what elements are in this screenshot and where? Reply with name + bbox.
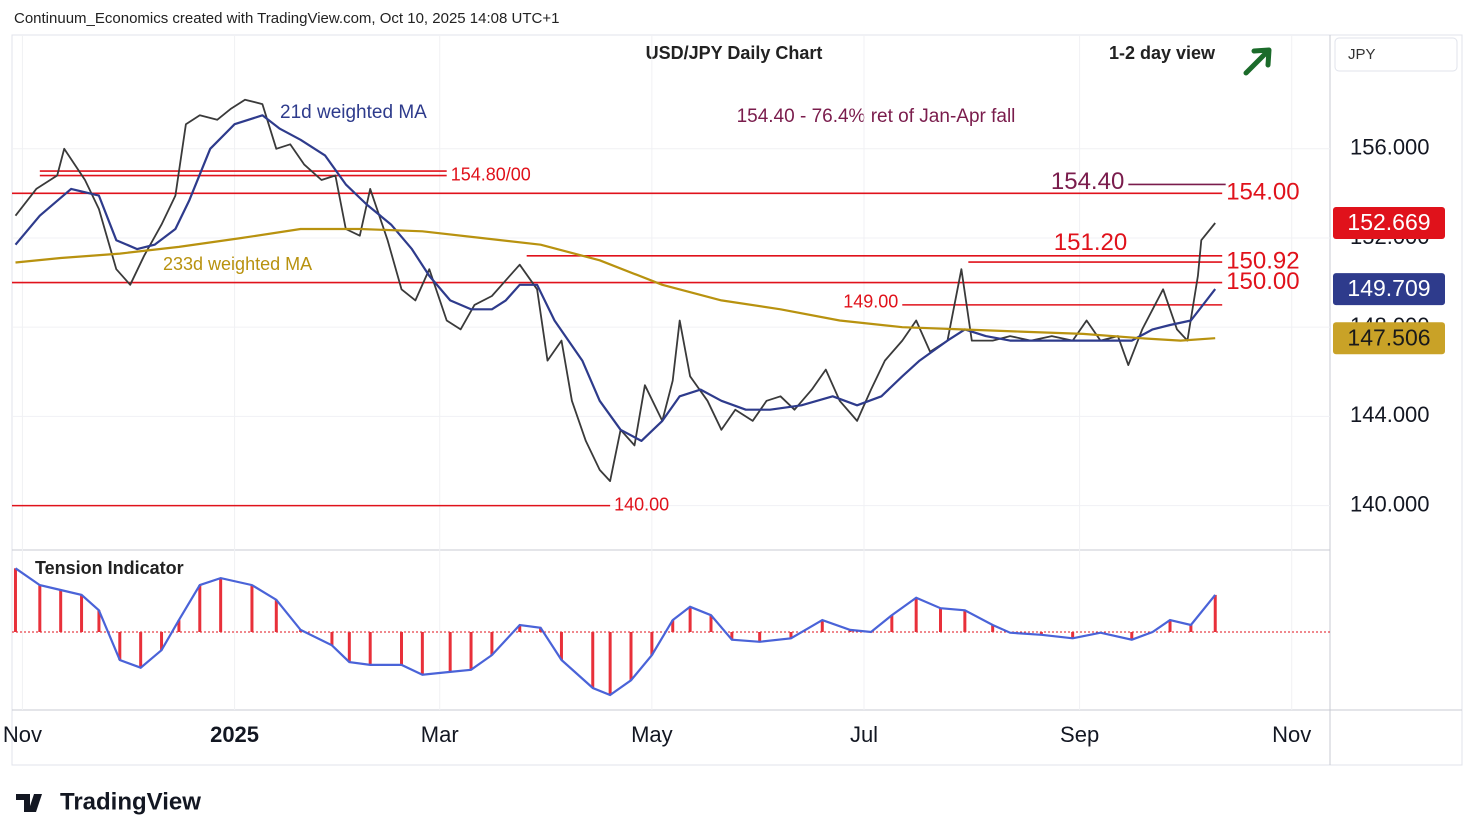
price-badge [1333,322,1445,355]
logo-mark [16,794,42,812]
price-badge-label: 149.709 [1347,275,1430,301]
y-tick-label: 140.000 [1350,491,1430,516]
price-badge-label: 147.506 [1347,324,1430,350]
series-line [14,114,1217,442]
level-label: 149.00 [843,292,898,312]
y-tick-label: 156.000 [1350,135,1430,160]
up-arrow [1243,47,1272,76]
price-badge-label: 152.669 [1347,209,1430,235]
price-badge [1333,273,1445,306]
header: Continuum_Economics created with Trading… [14,10,559,27]
indicator-line [14,567,1217,697]
level-label: 154.00 [1226,179,1299,206]
view-label: 1-2 day view [1109,43,1216,63]
frame [11,34,1463,766]
x-tick-label: May [631,722,673,747]
currency-box [1334,37,1458,72]
currency: JPY [1348,46,1376,63]
x-tick-label: Mar [421,722,459,747]
series-line [14,98,1216,482]
x-tick-label: Nov [1272,722,1311,747]
ma233-label: 233d weighted MA [163,254,312,274]
x-tick-label: 2025 [210,722,259,747]
level-label: 154.40 [1051,168,1124,195]
ma21-label: 21d weighted MA [280,102,427,123]
note: 154.40 - 76.4% ret of Jan-Apr fall [737,106,1016,127]
x-tick-label: Sep [1060,722,1099,747]
indicator-title: Tension Indicator [35,558,184,578]
x-tick-label: Nov [3,722,42,747]
logo: TradingView [16,788,201,815]
logo-text: TradingView [60,788,201,815]
level-label: 151.20 [1054,229,1127,256]
level-label: 150.00 [1226,268,1299,295]
level-label: 140.00 [614,494,669,514]
x-tick-label: Jul [850,722,878,747]
level-label: 150.92 [1226,247,1299,274]
chart-title: USD/JPY Daily Chart [646,43,823,63]
series-line [15,227,1216,342]
y-tick-label: 144.000 [1350,402,1430,427]
level-label: 154.80/00 [451,164,531,184]
price-badge [1333,207,1445,240]
